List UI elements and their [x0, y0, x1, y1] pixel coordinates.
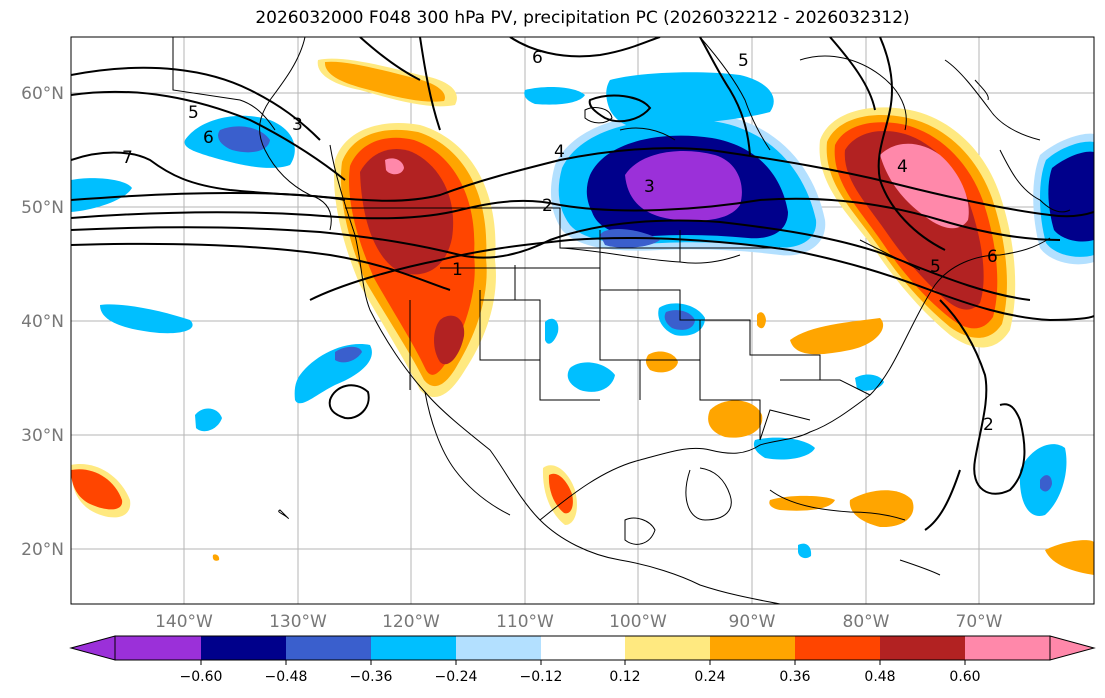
colorbar-left-extension: [69, 635, 116, 661]
contour-label-group: 6 5 3 6 7 5 4 3 2 1 6 5 4 2: [122, 48, 998, 435]
colorbar-swatch-4: [371, 636, 456, 660]
contour-label: 7: [122, 148, 133, 168]
contour-label: 1: [452, 260, 463, 280]
contour-label: 2: [983, 415, 994, 435]
colorbar-label: 0.60: [949, 669, 980, 685]
lat-label-20n: 20°N: [21, 540, 64, 560]
colorbar-swatch-6: [541, 636, 625, 660]
contour-label: 3: [292, 115, 303, 135]
contour-label: 2: [542, 196, 553, 216]
colorbar-swatch-8: [710, 636, 795, 660]
colorbar-swatch-10: [880, 636, 965, 660]
positive-precip-anomaly: [71, 58, 1094, 575]
colorbar-labels: −0.60 −0.48 −0.36 −0.24 −0.12 0.12 0.24 …: [180, 669, 981, 685]
map-title: 2026032000 F048 300 hPa PV, precipitatio…: [255, 8, 910, 28]
lon-label-120w: 120°W: [382, 612, 440, 632]
colorbar-swatch-3: [286, 636, 371, 660]
colorbar-label: 0.36: [779, 669, 810, 685]
lon-label-80w: 80°W: [843, 612, 890, 632]
colorbar-label: −0.12: [520, 669, 563, 685]
contour-label: 5: [930, 257, 941, 277]
map-frame: [70, 36, 1095, 605]
latitude-labels: 60°N 50°N 40°N 30°N 20°N: [21, 84, 64, 560]
colorbar-label: −0.24: [435, 669, 478, 685]
colorbar-label: 0.12: [609, 669, 640, 685]
colorbar-swatch-5: [456, 636, 541, 660]
pv-contours: [71, 37, 1094, 531]
lon-label-70w: 70°W: [956, 612, 1003, 632]
contour-label: 6: [532, 48, 543, 68]
contour-label: 4: [554, 142, 565, 162]
colorbar-label: −0.60: [180, 669, 223, 685]
colorbar-outline: [114, 635, 1051, 661]
colorbar-swatch-2: [201, 636, 286, 660]
colorbar-label: −0.36: [350, 669, 393, 685]
contour-label: 5: [188, 103, 199, 123]
colorbar-label: 0.24: [694, 669, 725, 685]
longitude-labels: 140°W 130°W 120°W 110°W 100°W 90°W 80°W …: [155, 612, 1003, 632]
lon-label-140w: 140°W: [155, 612, 213, 632]
colorbar-swatch-9: [795, 636, 880, 660]
contour-label: 3: [644, 177, 655, 197]
colorbar-swatch-1: [115, 636, 201, 660]
contour-label: 6: [987, 247, 998, 267]
lat-label-30n: 30°N: [21, 426, 64, 446]
colorbar: −0.60 −0.48 −0.36 −0.24 −0.12 0.12 0.24 …: [69, 635, 1096, 685]
contour-label: 5: [738, 51, 749, 71]
colorbar-label: 0.48: [864, 669, 895, 685]
lon-label-90w: 90°W: [729, 612, 776, 632]
colorbar-swatch-7: [625, 636, 710, 660]
lat-label-50n: 50°N: [21, 198, 64, 218]
contour-label: 4: [897, 157, 908, 177]
lat-label-40n: 40°N: [21, 312, 64, 332]
lon-label-130w: 130°W: [269, 612, 327, 632]
colorbar-right-extension: [1049, 635, 1096, 661]
lat-label-60n: 60°N: [21, 84, 64, 104]
colorbar-label: −0.48: [265, 669, 308, 685]
map-plot-area: 6 5 3 6 7 5 4 3 2 1 6 5 4 2: [71, 37, 1094, 604]
colorbar-ticks: [200, 660, 966, 665]
lon-label-110w: 110°W: [496, 612, 554, 632]
contour-label: 6: [203, 128, 214, 148]
colorbar-swatch-11: [965, 636, 1050, 660]
lon-label-100w: 100°W: [609, 612, 667, 632]
